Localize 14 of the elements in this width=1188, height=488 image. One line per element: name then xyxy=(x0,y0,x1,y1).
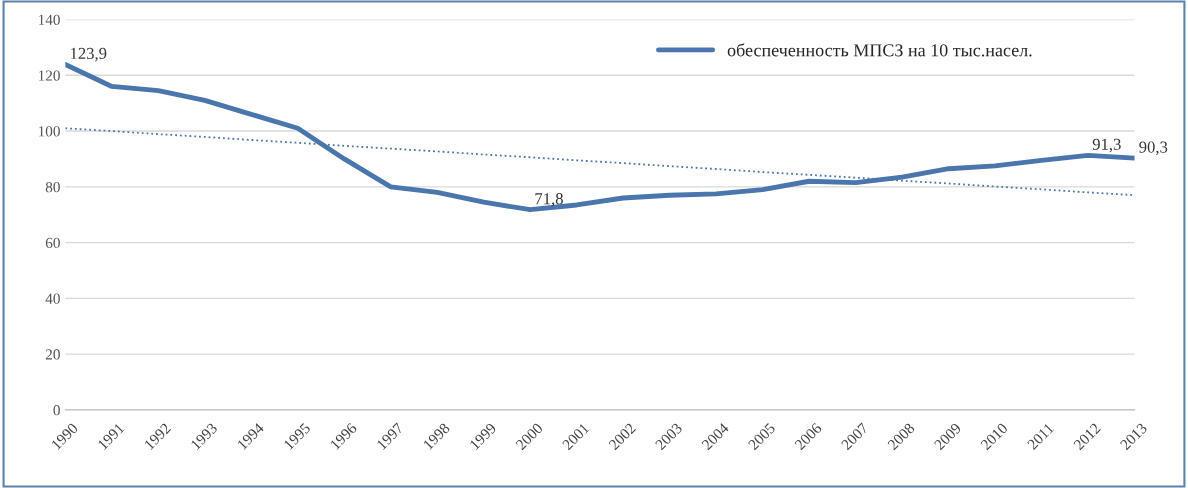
y-tick-label: 60 xyxy=(45,237,60,249)
y-tick-label: 100 xyxy=(38,126,60,137)
y-tick-label: 40 xyxy=(45,293,60,304)
data-label: 90,3 xyxy=(1139,141,1168,156)
y-tick-label: 20 xyxy=(45,349,60,360)
y-tick-label: 120 xyxy=(38,70,60,81)
y-tick-label: 140 xyxy=(38,14,60,25)
data-label: 91,3 xyxy=(1092,138,1121,153)
data-label: 123,9 xyxy=(70,47,107,62)
y-tick-label: 80 xyxy=(45,181,60,193)
legend-label: обеспеченность МПСЗ на 10 тыс.насел. xyxy=(727,43,1032,57)
y-tick-label: 0 xyxy=(53,405,60,416)
line-series xyxy=(65,61,1135,213)
data-label: 71,8 xyxy=(535,193,563,207)
